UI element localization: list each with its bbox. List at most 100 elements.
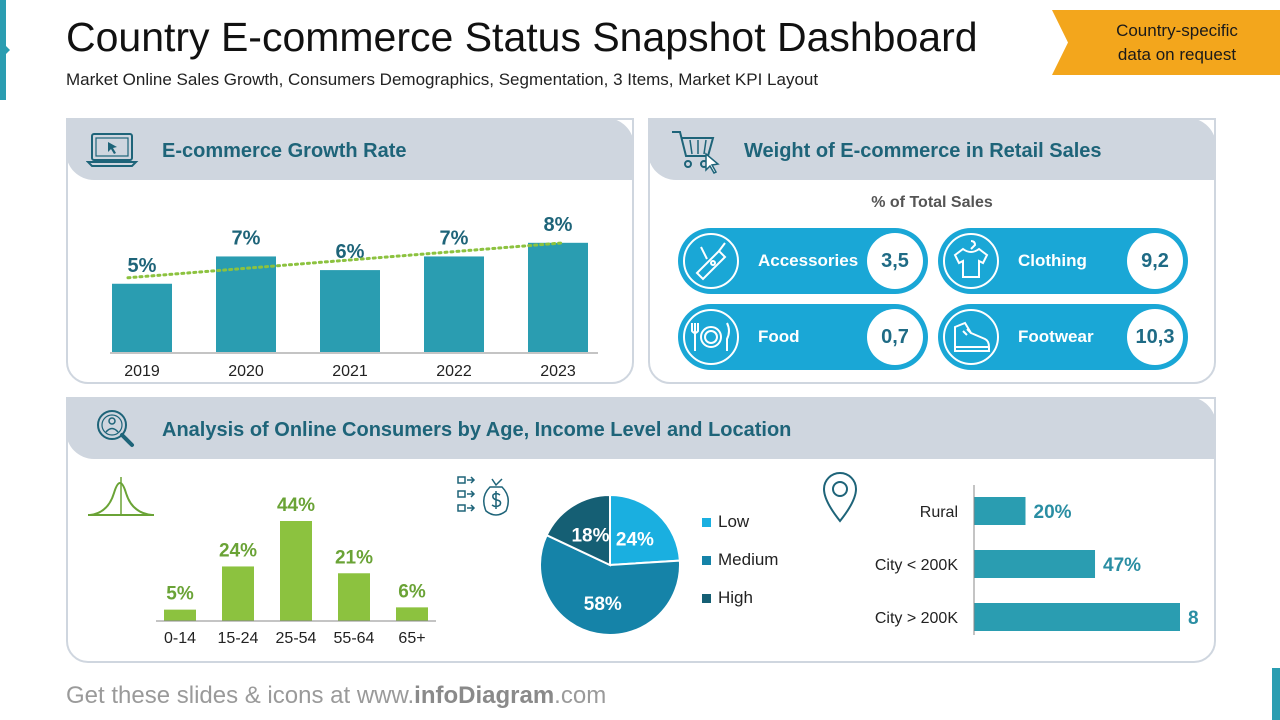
growth-chart: 5% 2019 7% 2020 6% 2021 7% 2022 8% 2023 (110, 214, 598, 380)
shopping-cart-cursor-icon (672, 131, 720, 174)
location-pin-icon (822, 472, 858, 523)
growth-value-label: 8% (544, 214, 573, 236)
weight-subtitle: % of Total Sales (871, 194, 993, 211)
pill-food: Food 0,7 (678, 304, 928, 370)
age-category-label: 65+ (398, 630, 425, 647)
badge-text: Country-specific data on request (1082, 19, 1272, 67)
location-bar (974, 550, 1096, 578)
tshirt-icon (943, 233, 999, 289)
badge-shape (1052, 10, 1280, 75)
growth-year-label: 2020 (228, 363, 264, 380)
age-category-label: 25-54 (276, 630, 317, 647)
data-request-badge[interactable]: Country-specific data on request (1052, 10, 1280, 75)
analysis-panel: Analysis of Online Consumers by Age, Inc… (66, 397, 1216, 663)
location-chart: Rural 20% City < 200K 47% City > 200K 80% (875, 485, 1198, 635)
legend-swatch (702, 518, 711, 527)
growth-trendline (126, 241, 566, 280)
age-bar (164, 609, 196, 621)
growth-value-label: 6% (336, 241, 365, 263)
pill-footwear: Footwear 10,3 (938, 304, 1188, 370)
swiss-knife-icon (683, 233, 739, 289)
pill-accessories: Accessories 3,5 (678, 228, 928, 294)
pill-clothing: Clothing 9,2 (938, 228, 1188, 294)
growth-bar (424, 256, 484, 352)
income-chart: 24% 58% 18% Low Medium High (539, 493, 778, 636)
pie-value-label: 58% (584, 594, 622, 615)
age-category-label: 55-64 (334, 630, 375, 647)
magnifier-person-icon (97, 410, 134, 447)
pie-value-label: 24% (616, 529, 654, 550)
location-bar (974, 603, 1180, 631)
age-value-label: 6% (398, 581, 426, 602)
age-category-label: 15-24 (218, 630, 259, 647)
pie-slice (545, 493, 611, 567)
location-category-label: City < 200K (875, 557, 958, 574)
legend-label: Low (718, 512, 750, 531)
growth-year-label: 2019 (124, 363, 160, 380)
weight-title: Weight of E-commerce in Retail Sales (744, 140, 1102, 162)
legend-label: High (718, 588, 753, 607)
age-chart: 5% 0-14 24% 15-24 44% 25-54 21% 55-64 6% 65+ (156, 495, 436, 647)
location-value-label: 80% (1188, 608, 1198, 629)
age-bar (338, 573, 370, 621)
pie-slice (609, 493, 681, 567)
money-bag-flow-icon (457, 476, 509, 516)
footer-suffix: .com (554, 682, 607, 709)
legend-swatch (702, 594, 711, 603)
growth-bar (112, 283, 172, 352)
growth-year-label: 2021 (332, 363, 368, 380)
growth-bar (320, 270, 380, 352)
weight-panel-header (648, 118, 1216, 180)
badge-line-2: data on request (1117, 45, 1237, 64)
growth-value-label: 7% (232, 227, 261, 249)
location-value-label: 20% (1034, 502, 1072, 523)
laptop-cursor-icon (86, 133, 139, 167)
pill-label: Food (758, 327, 800, 346)
bell-curve-icon (88, 477, 154, 516)
shoe-icon (943, 309, 999, 365)
location-category-label: Rural (920, 504, 958, 521)
legend-label: Medium (718, 550, 778, 569)
pill-value: 0,7 (867, 309, 923, 365)
location-bar (974, 497, 1026, 525)
age-category-label: 0-14 (164, 630, 196, 647)
pie-value-label: 18% (571, 525, 609, 546)
pill-label: Footwear (1018, 327, 1094, 346)
pie-slice (539, 533, 681, 636)
growth-panel-header (66, 118, 634, 180)
weight-panel: Weight of E-commerce in Retail Sales % o… (648, 118, 1216, 384)
growth-panel: E-commerce Growth Rate 5% 2019 7% 2020 6% 202… (66, 118, 634, 384)
footer-prefix: Get these slides & icons at www. (66, 682, 415, 709)
pill-label: Clothing (1018, 251, 1087, 270)
analysis-panel-header (66, 397, 1216, 459)
pill-value: 9,2 (1127, 233, 1183, 289)
pill-value: 3,5 (867, 233, 923, 289)
analysis-title: Analysis of Online Consumers by Age, Inc… (162, 419, 792, 441)
plate-cutlery-icon (683, 309, 739, 365)
pill-value: 10,3 (1127, 309, 1183, 365)
pill-label: Accessories (758, 251, 859, 270)
badge-line-1: Country-specific (1116, 21, 1238, 40)
right-accent-bar (1272, 668, 1280, 720)
age-value-label: 21% (335, 547, 373, 568)
page-title: Country E-commerce Status Snapshot Dashb… (66, 14, 978, 60)
footer: Get these slides & icons at www.infoDiag… (66, 682, 606, 710)
growth-year-label: 2022 (436, 363, 472, 380)
left-accent-arrow (0, 40, 10, 60)
growth-bar (528, 242, 588, 352)
growth-title: E-commerce Growth Rate (162, 140, 407, 162)
growth-bar (216, 256, 276, 352)
location-value-label: 47% (1103, 555, 1141, 576)
page-subtitle: Market Online Sales Growth, Consumers De… (66, 70, 819, 89)
age-value-label: 24% (219, 540, 257, 561)
location-category-label: City > 200K (875, 610, 958, 627)
age-value-label: 44% (277, 495, 315, 516)
legend-swatch (702, 556, 711, 565)
age-bar (222, 566, 254, 621)
footer-brand: infoDiagram (414, 682, 555, 709)
growth-year-label: 2023 (540, 363, 576, 380)
age-value-label: 5% (166, 584, 194, 605)
age-bar (396, 607, 428, 621)
growth-value-label: 5% (128, 255, 157, 277)
growth-value-label: 7% (440, 227, 469, 249)
